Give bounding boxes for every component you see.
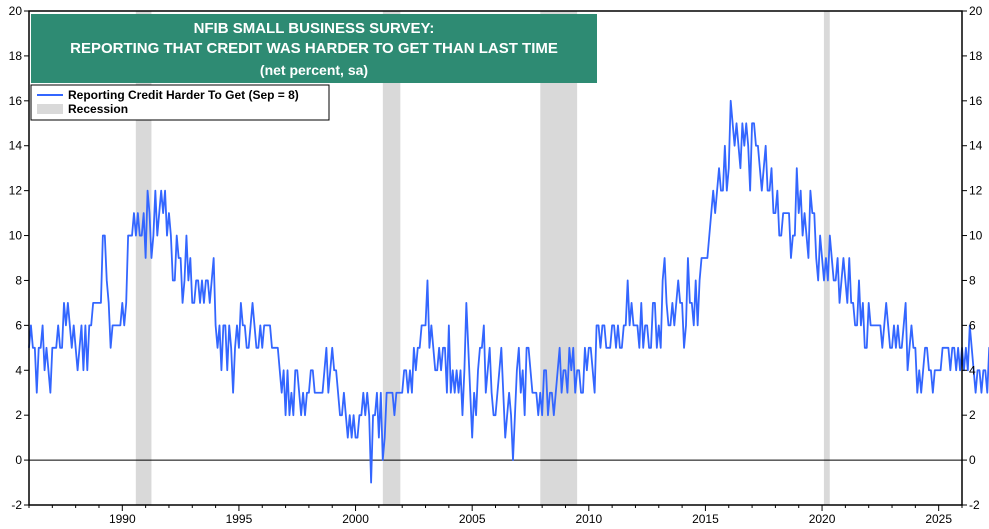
x-tick-label: 2015 (692, 512, 719, 526)
x-tick-label: 2005 (459, 512, 486, 526)
y-tick-label-left: 8 (15, 273, 22, 287)
y-tick-label-right: 10 (969, 229, 983, 243)
y-tick-label-right: 14 (969, 139, 983, 153)
x-tick-label: 2025 (925, 512, 952, 526)
y-tick-label-left: 0 (15, 453, 22, 467)
x-tick-label: 2000 (342, 512, 369, 526)
series-line-1 (28, 99, 989, 484)
y-tick-label-right: 0 (969, 453, 976, 467)
legend-box (30, 84, 330, 121)
x-tick-label: 1990 (109, 512, 136, 526)
title-line-1: NFIB SMALL BUSINESS SURVEY: (194, 20, 435, 37)
y-tick-label-left: 18 (9, 49, 23, 63)
y-tick-label-right: 12 (969, 184, 983, 198)
y-tick-label-right: 8 (969, 273, 976, 287)
x-tick-label: 2020 (809, 512, 836, 526)
y-tick-label-right: 6 (969, 318, 976, 332)
y-tick-label-left: 4 (15, 363, 22, 377)
legend: Reporting Credit Harder To Get (Sep = 8)… (30, 84, 330, 121)
x-tick-label: 2010 (575, 512, 602, 526)
recession-band-1 (135, 11, 152, 505)
y-tick-label-left: -2 (11, 498, 22, 512)
y-tick-label-left: 14 (9, 139, 23, 153)
series-layer (28, 99, 989, 484)
recession-bands (135, 11, 830, 505)
y-tick-label-right: -2 (969, 498, 980, 512)
title-line-2: REPORTING THAT CREDIT WAS HARDER TO GET … (70, 40, 558, 57)
y-tick-label-right: 20 (969, 4, 983, 18)
y-tick-label-left: 12 (9, 184, 23, 198)
y-tick-label-right: 2 (969, 408, 976, 422)
y-tick-label-left: 2 (15, 408, 22, 422)
y-tick-label-right: 18 (969, 49, 983, 63)
legend-recession-swatch (37, 104, 63, 114)
recession-band-2 (382, 11, 401, 505)
y-tick-label-right: 4 (969, 363, 976, 377)
chart-title-box: NFIB SMALL BUSINESS SURVEY: REPORTING TH… (31, 14, 597, 83)
title-line-3: (net percent, sa) (260, 62, 368, 78)
y-tick-label-left: 6 (15, 318, 22, 332)
title-background (31, 14, 597, 83)
y-tick-label-left: 16 (9, 94, 23, 108)
legend-recession-label: Recession (68, 102, 128, 116)
legend-series-label: Reporting Credit Harder To Get (Sep = 8) (68, 88, 299, 102)
y-tick-label-left: 20 (9, 4, 23, 18)
y-tick-label-left: 10 (9, 229, 23, 243)
y-tick-label-right: 16 (969, 94, 983, 108)
recession-band-3 (540, 11, 578, 505)
x-tick-label: 1995 (226, 512, 253, 526)
